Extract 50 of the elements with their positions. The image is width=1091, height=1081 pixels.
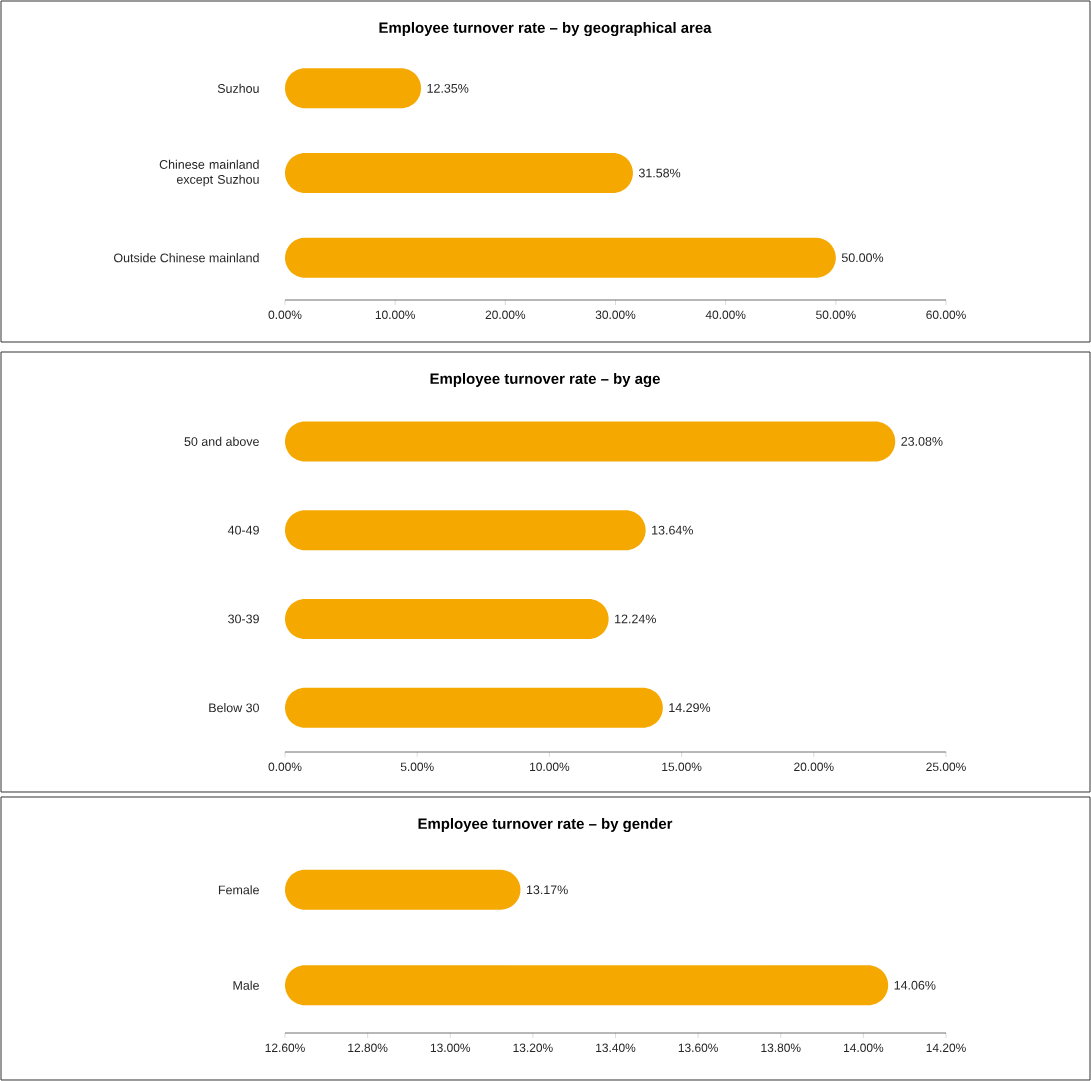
x-tick-label: 20.00% (485, 310, 526, 319)
x-tick-label: 0.00% (268, 762, 302, 771)
x-tick-label: 60.00% (926, 310, 966, 319)
y-tick-label: Male (233, 980, 259, 990)
x-tick-label: 12.80% (348, 1043, 388, 1052)
y-tick-label: Below 30 (209, 703, 259, 713)
data-label: 13.17% (526, 885, 568, 895)
y-tick-label: 40-49 (227, 525, 259, 535)
bar (285, 421, 896, 462)
y-tick-label: Suzhou (217, 83, 259, 93)
bar (285, 153, 633, 194)
data-label: 12.35% (427, 83, 469, 93)
y-tick-label: 30-39 (228, 614, 259, 624)
x-tick-label: 10.00% (530, 762, 570, 771)
x-tick-label: 12.60% (265, 1043, 305, 1052)
bar (285, 598, 609, 639)
bar (285, 510, 646, 551)
data-label: 14.06% (894, 980, 936, 990)
x-tick-label: 50.00% (816, 310, 856, 319)
x-tick-label: 0.00% (268, 310, 302, 319)
y-tick-label: 50 and above (184, 436, 259, 446)
x-tick-label: 15.00% (662, 762, 702, 771)
x-tick-label: 14.00% (844, 1043, 884, 1052)
y-tick-label: Outside Chinese mainland (114, 253, 259, 263)
x-tick-label: 40.00% (705, 310, 746, 319)
chart-title: Employee turnover rate – by geographical area (379, 22, 712, 36)
chart-title: Employee turnover rate – by gender (418, 818, 673, 832)
x-tick-label: 20.00% (794, 762, 834, 771)
x-tick-label: 5.00% (400, 762, 434, 771)
data-label: 31.58% (638, 168, 681, 178)
x-tick-label: 30.00% (595, 310, 636, 319)
data-label: 23.08% (901, 436, 943, 446)
data-label: 50.00% (841, 253, 884, 263)
chart-title: Employee turnover rate – by age (430, 373, 660, 387)
data-label: 12.24% (615, 614, 656, 624)
data-label: 13.64% (652, 525, 693, 535)
x-tick-label: 10.00% (375, 310, 416, 319)
data-label: 14.29% (669, 703, 711, 713)
x-tick-label: 14.20% (926, 1043, 966, 1052)
bar (285, 687, 663, 728)
x-tick-label: 13.60% (678, 1043, 718, 1052)
x-tick-label: 13.80% (761, 1043, 801, 1052)
bar (285, 237, 836, 278)
x-tick-label: 13.20% (513, 1043, 553, 1052)
bar (285, 68, 422, 109)
x-tick-label: 25.00% (926, 762, 966, 771)
y-tick-label: Chinese mainland except Suzhou (159, 159, 259, 187)
x-tick-label: 13.40% (596, 1043, 636, 1052)
x-tick-label: 13.00% (430, 1043, 471, 1052)
y-tick-label: Female (218, 885, 259, 895)
